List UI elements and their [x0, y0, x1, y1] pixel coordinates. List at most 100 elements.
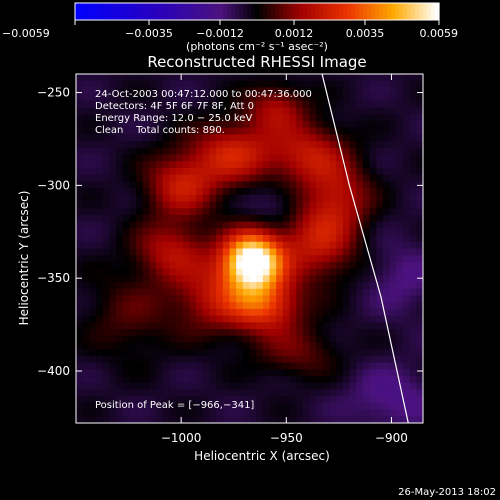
colorbar-cell: [171, 3, 176, 20]
colorbar-cell: [219, 3, 224, 20]
heatmap-cell: [149, 120, 157, 129]
heatmap-cell: [122, 402, 131, 411]
heatmap-cell: [182, 174, 191, 183]
colorbar-cell: [355, 3, 360, 20]
heatmap-cell: [82, 214, 91, 223]
heatmap-cell: [209, 389, 217, 397]
heatmap-cell: [336, 201, 344, 209]
heatmap-cell: [122, 342, 131, 350]
heatmap-cell: [102, 87, 111, 95]
heatmap-cell: [162, 127, 171, 136]
heatmap-cell: [136, 322, 144, 330]
heatmap-cell: [116, 288, 124, 297]
heatmap-cell: [169, 154, 177, 162]
heatmap-cell: [129, 268, 137, 277]
heatmap-cell: [162, 396, 171, 404]
heatmap-cell: [102, 268, 111, 277]
heatmap-cell: [122, 147, 131, 156]
heatmap-cell: [262, 389, 271, 397]
heatmap-cell: [329, 255, 337, 263]
heatmap-cell: [116, 94, 124, 102]
heatmap-cell: [342, 134, 351, 142]
heatmap-cell: [122, 107, 131, 115]
heatmap-cell: [369, 107, 377, 115]
heatmap-cell: [289, 107, 297, 115]
heatmap-cell: [156, 74, 164, 82]
heatmap-cell: [322, 94, 331, 102]
heatmap-cell: [296, 120, 304, 129]
heatmap-cell: [342, 342, 351, 350]
heatmap-cell: [336, 80, 344, 89]
heatmap-cell: [162, 181, 171, 189]
heatmap-cell: [196, 127, 204, 136]
heatmap-cell: [409, 120, 418, 129]
heatmap-cell: [402, 208, 411, 216]
heatmap-cell: [176, 100, 184, 109]
heatmap-cell: [156, 201, 164, 209]
heatmap-cell: [162, 120, 171, 129]
heatmap-cell: [122, 389, 131, 397]
heatmap-cell: [242, 161, 251, 169]
heatmap-cell: [262, 174, 271, 183]
heatmap-cell: [302, 261, 311, 270]
heatmap-cell: [322, 201, 331, 209]
heatmap-cell: [276, 261, 284, 270]
colorbar-cell: [295, 3, 300, 20]
heatmap-cell: [262, 167, 271, 176]
heatmap-cell: [376, 302, 384, 310]
heatmap-cell: [349, 355, 357, 364]
heatmap-cell: [349, 261, 357, 270]
heatmap-cell: [182, 120, 191, 129]
heatmap-cell: [162, 80, 171, 89]
heatmap-cell: [196, 74, 204, 82]
heatmap-cell: [216, 396, 224, 404]
heatmap-cell: [256, 114, 264, 122]
heatmap-cell: [316, 188, 324, 196]
heatmap-cell: [216, 134, 224, 142]
heatmap-cell: [269, 147, 277, 156]
heatmap-cell: [302, 194, 311, 203]
heatmap-cell: [329, 402, 337, 411]
heatmap-cell: [242, 208, 251, 216]
heatmap-cell: [96, 308, 104, 317]
colorbar-cell: [99, 3, 104, 20]
heatmap-cell: [129, 134, 137, 142]
heatmap-cell: [182, 248, 191, 256]
heatmap-cell: [416, 74, 423, 82]
heatmap-cell: [276, 134, 284, 142]
heatmap-cell: [249, 241, 257, 250]
heatmap-cell: [142, 295, 151, 303]
heatmap-cell: [102, 80, 111, 89]
heatmap-cell: [76, 127, 84, 136]
heatmap-cell: [416, 268, 423, 277]
heatmap-cell: [196, 275, 204, 283]
heatmap-cell: [356, 248, 364, 256]
heatmap-cell: [389, 107, 398, 115]
heatmap-cell: [356, 376, 364, 384]
heatmap-cell: [222, 248, 231, 256]
heatmap-cell: [242, 141, 251, 149]
heatmap-cell: [222, 369, 231, 377]
heatmap-cell: [216, 389, 224, 397]
heatmap-cell: [402, 355, 411, 364]
heatmap-cell: [156, 295, 164, 303]
heatmap-cell: [302, 181, 311, 189]
heatmap-cell: [402, 382, 411, 391]
heatmap-cell: [142, 329, 151, 337]
heatmap-cell: [102, 355, 111, 364]
heatmap-cell: [356, 194, 364, 203]
heatmap-cell: [149, 248, 157, 256]
heatmap-cell: [322, 282, 331, 290]
heatmap-cell: [362, 396, 371, 404]
heatmap-cell: [222, 308, 231, 317]
colorbar-cell: [255, 3, 260, 20]
colorbar-ticks: −0.0059 −0.0035 −0.0012 0.0012 0.0035 0.0059: [2, 20, 458, 40]
heatmap-cell: [156, 302, 164, 310]
heatmap-cell: [396, 114, 404, 122]
heatmap-cell: [196, 248, 204, 256]
heatmap-cell: [369, 167, 377, 176]
colorbar-tick-label: 0.0059: [420, 27, 459, 40]
heatmap-cell: [322, 80, 331, 89]
heatmap-cell: [156, 382, 164, 391]
heatmap-cell: [102, 402, 111, 411]
